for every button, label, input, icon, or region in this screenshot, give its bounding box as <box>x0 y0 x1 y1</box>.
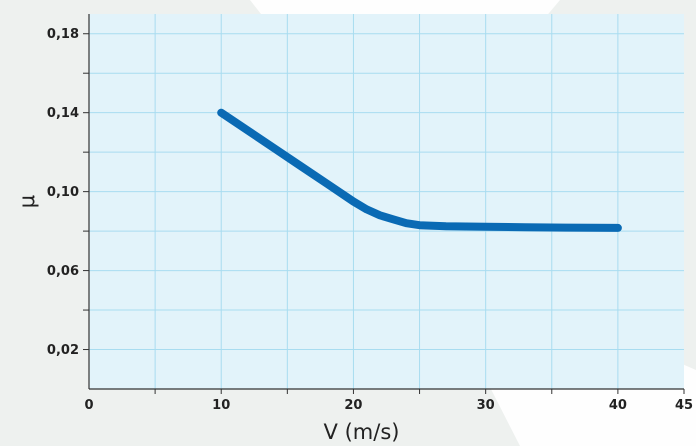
y-tick-label: 0,06 <box>47 264 79 279</box>
x-tick-label: 45 <box>675 398 693 413</box>
x-tick-label: 30 <box>477 398 495 413</box>
y-tick-label: 0,14 <box>47 106 79 121</box>
plot-area <box>89 14 684 389</box>
x-tick-label: 10 <box>212 398 230 413</box>
x-tick-label: 20 <box>344 398 362 413</box>
y-axis-title: μ <box>15 195 39 208</box>
y-tick-label: 0,18 <box>47 27 79 42</box>
x-tick-label: 0 <box>84 398 93 413</box>
axes <box>83 14 685 394</box>
y-tick-labels: 0,02 0,06 0,10 0,14 0,18 <box>47 27 79 358</box>
x-tick-labels: 0 10 20 30 40 45 <box>84 398 693 413</box>
x-tick-label: 40 <box>609 398 627 413</box>
y-tick-label: 0,02 <box>47 343 79 358</box>
y-tick-label: 0,10 <box>47 185 79 200</box>
x-axis-title: V (m/s) <box>324 420 400 444</box>
series-layer <box>217 108 622 232</box>
series-line <box>217 108 622 232</box>
